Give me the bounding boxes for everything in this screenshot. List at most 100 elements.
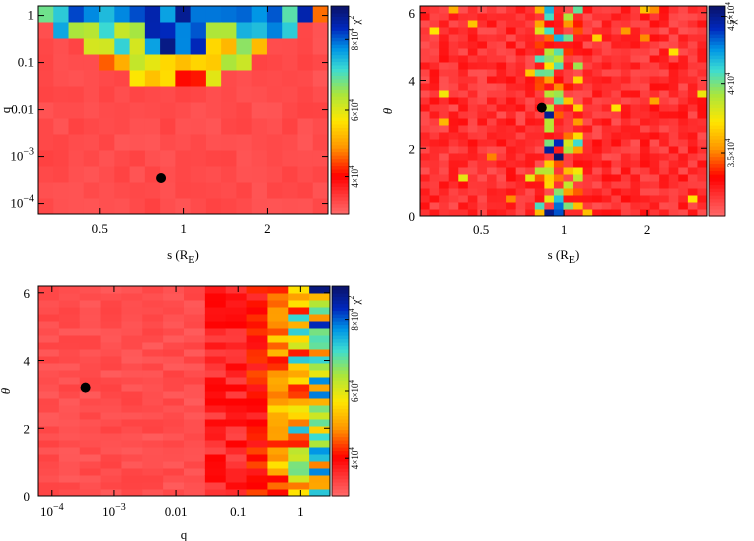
- heatmap-cell: [649, 160, 660, 168]
- heatmap-cell: [163, 307, 185, 315]
- colorbar-segment: [332, 314, 349, 319]
- heatmap-cell: [592, 188, 603, 196]
- heatmap-cell: [620, 90, 631, 98]
- heatmap-cell: [678, 181, 689, 189]
- heatmap-cell: [515, 27, 526, 35]
- heatmap-cell: [79, 370, 102, 378]
- heatmap-cell: [205, 182, 222, 199]
- heatmap-cell: [611, 13, 622, 21]
- heatmap-cell: [525, 90, 536, 98]
- heatmap-cell: [83, 134, 100, 151]
- heatmap-cell: [58, 475, 81, 483]
- heatmap-cell: [142, 286, 164, 294]
- heatmap-cell: [267, 321, 289, 329]
- heatmap-cell: [668, 55, 679, 63]
- heatmap-cell: [668, 48, 679, 56]
- heatmap-cell: [687, 174, 698, 182]
- heatmap-cell: [429, 76, 440, 84]
- heatmap-cell: [544, 104, 555, 112]
- y-tick-label: 4: [409, 74, 416, 89]
- heatmap-cell: [309, 489, 331, 497]
- heatmap-cell: [160, 54, 176, 71]
- heatmap-cell: [142, 489, 164, 497]
- heatmap-cell: [429, 125, 440, 133]
- heatmap-cell: [99, 166, 115, 183]
- heatmap-cell: [246, 328, 268, 336]
- heatmap-cell: [288, 300, 310, 308]
- heatmap-cell: [79, 363, 102, 371]
- heatmap-cell: [114, 198, 131, 215]
- heatmap-cell: [496, 153, 507, 161]
- heatmap-cell: [630, 62, 641, 70]
- heatmap-cell: [142, 300, 164, 308]
- heatmap-cell: [309, 433, 331, 441]
- heatmap-cell: [297, 166, 314, 183]
- y-tick-label: 0.1: [18, 55, 34, 70]
- heatmap-cell: [204, 426, 227, 434]
- heatmap-cell: [544, 202, 555, 210]
- heatmap-cell: [668, 160, 679, 168]
- heatmap-cell: [204, 356, 227, 364]
- heatmap-cell: [100, 468, 122, 476]
- heatmap-cell: [678, 188, 689, 196]
- heatmap-cell: [544, 83, 555, 91]
- heatmap-cell: [204, 286, 227, 294]
- heatmap-cell: [630, 90, 641, 98]
- heatmap-s-theta: [420, 6, 708, 217]
- colorbar-segment: [332, 324, 349, 329]
- colorbar-segment: [332, 419, 349, 424]
- heatmap-cell: [515, 209, 526, 217]
- heatmap-cell: [601, 83, 612, 91]
- heatmap-cell: [630, 209, 641, 217]
- heatmap-cell: [68, 102, 85, 119]
- heatmap-cell: [58, 412, 81, 420]
- heatmap-cell: [659, 160, 670, 168]
- heatmap-cell: [420, 55, 431, 63]
- heatmap-cell: [79, 489, 102, 497]
- heatmap-cell: [288, 405, 310, 413]
- heatmap-cell: [251, 118, 268, 135]
- heatmap-cell: [496, 181, 507, 189]
- heatmap-cell: [439, 20, 450, 28]
- heatmap-cell: [467, 48, 478, 56]
- heatmap-cell: [420, 20, 431, 28]
- heatmap-cell: [246, 391, 268, 399]
- heatmap-cell: [246, 419, 268, 427]
- heatmap-cell: [225, 433, 248, 441]
- heatmap-cell: [100, 300, 122, 308]
- heatmap-cell: [142, 370, 164, 378]
- heatmap-cell: [83, 6, 100, 23]
- heatmap-cell: [582, 76, 593, 84]
- heatmap-cell: [477, 13, 488, 21]
- heatmap-cell: [486, 118, 498, 126]
- heatmap-cell: [467, 188, 478, 196]
- heatmap-cell: [496, 90, 507, 98]
- heatmap-cell: [506, 27, 517, 35]
- heatmap-cell: [225, 440, 248, 448]
- heatmap-cell: [163, 286, 185, 294]
- colorbar-segment: [709, 62, 725, 67]
- heatmap-cell: [611, 181, 622, 189]
- heatmap-cell: [668, 97, 679, 105]
- heatmap-cell: [204, 391, 227, 399]
- heatmap-cell: [309, 405, 331, 413]
- heatmap-cell: [697, 69, 708, 77]
- heatmap-cell: [467, 202, 478, 210]
- heatmap-cell: [486, 104, 498, 112]
- heatmap-cell: [659, 146, 670, 154]
- heatmap-cell: [582, 167, 593, 175]
- heatmap-cell: [204, 405, 227, 413]
- heatmap-cell: [553, 34, 564, 42]
- heatmap-cell: [640, 104, 651, 112]
- colorbar: [332, 286, 349, 497]
- colorbar-segment: [709, 41, 725, 46]
- heatmap-cell: [448, 111, 459, 119]
- heatmap-cell: [477, 146, 488, 154]
- heatmap-cell: [429, 69, 440, 77]
- colorbar-segment: [709, 121, 725, 126]
- heatmap-cell: [225, 475, 248, 483]
- heatmap-cell: [467, 167, 478, 175]
- heatmap-cell: [225, 328, 248, 336]
- colorbar-tick-label: 4×104: [348, 165, 360, 188]
- heatmap-cell: [288, 419, 310, 427]
